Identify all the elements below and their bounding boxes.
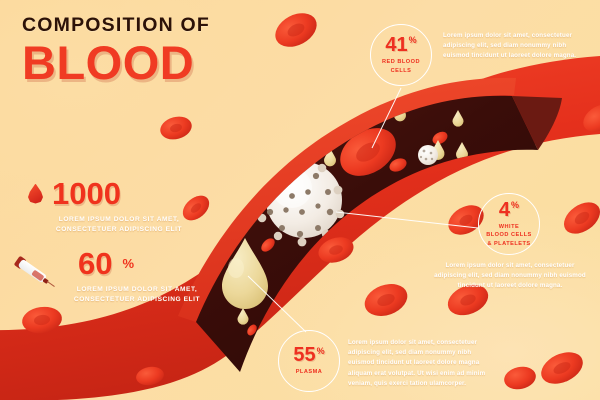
stat-suffix: % (122, 256, 135, 271)
floating-red-blood-cells (22, 13, 600, 390)
callout-white-blood-cells[interactable]: 4% WHITE BLOOD CELLS & PLATELETS (478, 193, 540, 255)
callout-label-line2: CELLS (390, 67, 412, 74)
title-main: BLOOD (22, 35, 195, 89)
callout-body-red-blood-cells: Lorem ipsum dolor sit amet, consectetuer… (443, 32, 577, 60)
leader-line-wbc (335, 211, 479, 229)
stat-caption-line1: LOREM IPSUM DOLOR SIT AMET, (58, 216, 180, 223)
rbc-float-2 (160, 116, 192, 140)
rbc-float-11 (504, 366, 536, 390)
leader-line-plasma (247, 275, 307, 333)
callout-label-line1: PLASMA (295, 369, 323, 376)
rbc-float-3 (182, 195, 210, 221)
callout-label-line3: & PLATELETS (487, 240, 531, 247)
stat-caption-line1: LOREM IPSUM DOLOR SIT AMET, (76, 286, 198, 293)
vessel-cut-end (512, 96, 562, 150)
stat-blood-volume: 1000 LOREM IPSUM DOLOR SIT AMET, CONSECT… (28, 178, 198, 235)
white-cell-small (418, 145, 438, 165)
page-title: COMPOSITION OF BLOOD (22, 14, 302, 89)
rbc-float-4 (22, 306, 62, 334)
callout-suffix: % (511, 200, 520, 211)
rbc-float-10 (541, 352, 583, 384)
rbc-float-9 (447, 284, 489, 316)
callout-label-line1: RED BLOOD (381, 59, 421, 66)
rbc-float-6 (318, 237, 354, 263)
rbc-inner-large (340, 128, 396, 176)
vessel-upper-wall (178, 77, 516, 323)
leader-line-rbc (371, 87, 402, 149)
blood-drop-icon (28, 183, 43, 204)
stat-value: 1000 (52, 176, 121, 211)
rbc-inner-small-2 (432, 131, 448, 145)
title-kicker: COMPOSITION OF (22, 14, 210, 36)
rbc-float-12 (583, 104, 600, 132)
stat-plasma-percent: 60 % LOREM IPSUM DOLOR SIT AMET, CONSECT… (52, 248, 222, 305)
callout-value: 4 (498, 198, 511, 221)
rbc-float-8 (563, 202, 600, 234)
stat-value: 60 (78, 246, 113, 281)
stat-caption-line2: CONSECTETUER ADIPISCING ELIT (73, 296, 201, 304)
callout-body-plasma: Lorem ipsum dolor sit amet, consectetuer… (348, 339, 486, 387)
callout-red-blood-cells[interactable]: 41% RED BLOOD CELLS (370, 24, 432, 86)
callout-plasma[interactable]: 55% PLASMA (278, 330, 340, 392)
rbc-float-13 (136, 366, 164, 386)
rbc-float-5 (364, 284, 408, 316)
stat-caption-line2: CONSECTETUER ADIPISCING ELIT (55, 226, 183, 234)
callout-suffix: % (408, 35, 417, 46)
callout-body-white-blood-cells: Lorem ipsum dolor sit amet, consectetuer… (434, 262, 586, 290)
callout-value: 41 (385, 34, 408, 57)
plasma-droplet-large (222, 238, 268, 309)
callout-label-line2: BLOOD CELLS (486, 232, 532, 239)
rbc-inner-small-5 (247, 324, 257, 336)
leader-lines (247, 87, 479, 333)
rbc-float-1 (275, 13, 317, 47)
callout-suffix: % (316, 345, 325, 356)
rbc-inner-small-1 (389, 158, 407, 172)
rbc-inner-small-3 (261, 238, 275, 252)
callout-label-line1: WHITE (498, 223, 520, 230)
callout-value: 55 (293, 344, 316, 367)
